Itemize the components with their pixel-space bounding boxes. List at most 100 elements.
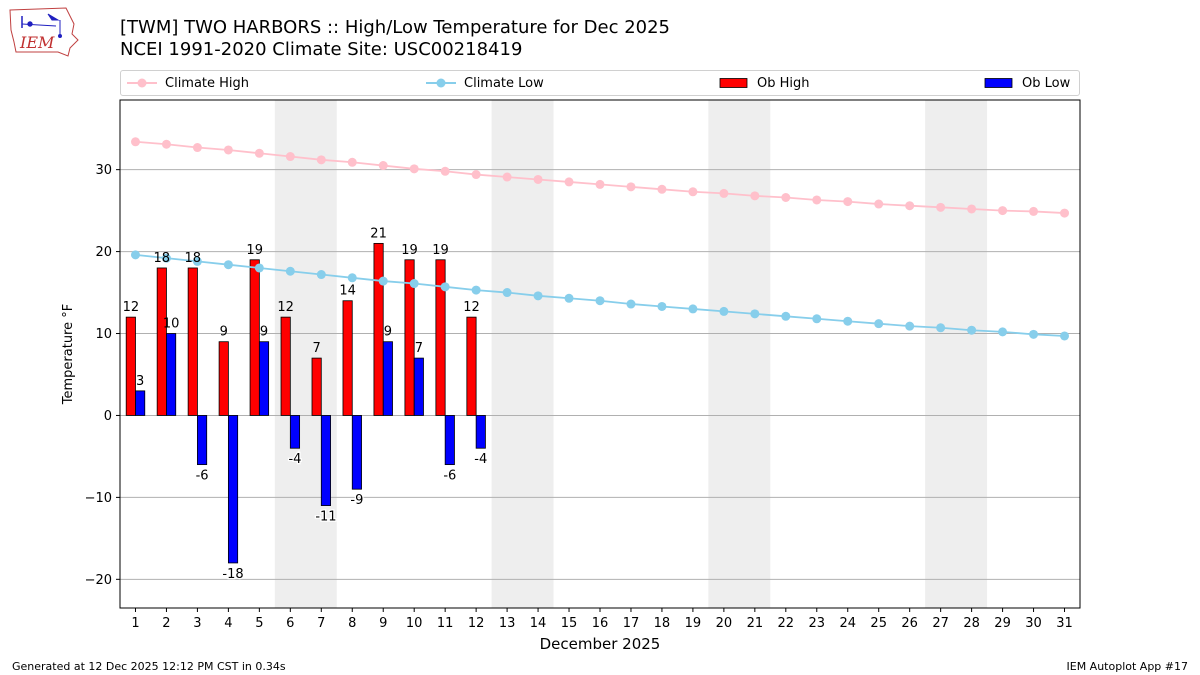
ytick-label: 30	[95, 163, 112, 178]
climate-high-point	[285, 152, 295, 162]
chart-subtitle: NCEI 1991-2020 Climate Site: USC00218419	[120, 39, 523, 60]
xtick-label: 18	[654, 616, 671, 631]
xtick-label: 22	[778, 616, 795, 631]
climate-low-point	[192, 256, 202, 266]
climate-high-point	[254, 148, 264, 158]
legend-label-ob-low: Ob Low	[1022, 75, 1071, 91]
data-label-ob-low: -4	[288, 452, 301, 467]
bar-ob-high	[280, 316, 291, 416]
climate-high-point	[192, 143, 202, 153]
xtick-label: 6	[286, 616, 294, 631]
climate-low-point	[967, 325, 977, 335]
climate-high-point	[1060, 208, 1070, 218]
xtick-label: 23	[809, 616, 826, 631]
climate-low-point	[843, 316, 853, 326]
ytick-label: −20	[85, 573, 112, 588]
xtick-label: 10	[406, 616, 423, 631]
legend-label-climate-low: Climate Low	[464, 75, 544, 91]
climate-low-point	[564, 293, 574, 303]
xtick-label: 25	[870, 616, 887, 631]
bar-ob-low	[320, 415, 331, 506]
climate-low-point	[781, 311, 791, 321]
legend-item-ob-low: Ob Low	[984, 71, 1070, 95]
bar-ob-high	[404, 259, 415, 416]
climate-high-point	[440, 166, 450, 176]
data-label-ob-high: 21	[370, 226, 387, 241]
data-label-ob-high: 18	[154, 251, 171, 266]
climate-high-point	[316, 155, 326, 165]
xtick-label: 24	[839, 616, 856, 631]
data-label-ob-low: -9	[350, 493, 363, 508]
ob-high-swatch	[719, 78, 748, 88]
ob-low-swatch	[984, 78, 1013, 88]
climate-low-point	[223, 260, 233, 270]
bar-ob-low	[444, 415, 455, 466]
ytick-label: −10	[85, 491, 112, 506]
climate-low-point	[161, 253, 171, 263]
xtick-label: 4	[224, 616, 232, 631]
data-label-ob-high: 14	[339, 284, 356, 299]
climate-high-point	[688, 187, 698, 197]
climate-high-point	[781, 193, 791, 203]
climate-high-point	[936, 202, 946, 212]
climate-low-point	[347, 273, 357, 283]
climate-low-point	[1029, 329, 1039, 339]
climate-high-point	[564, 177, 574, 187]
climate-high-point	[874, 199, 884, 209]
climate-low-point	[254, 263, 264, 273]
climate-high-point	[161, 139, 171, 149]
xtick-label: 5	[255, 616, 263, 631]
climate-low-point	[440, 282, 450, 292]
iem-logo: IEM	[9, 7, 79, 57]
ytick-label: 0	[104, 409, 112, 424]
climate-high-point	[967, 204, 977, 214]
ytick-label: 10	[95, 327, 112, 342]
data-label-ob-low: -18	[222, 567, 243, 582]
climate-high-point	[998, 206, 1008, 216]
iowa-state-outline	[9, 7, 79, 57]
climate-high-point	[719, 188, 729, 198]
xtick-label: 31	[1056, 616, 1073, 631]
climate-high-point	[347, 157, 357, 167]
climate-low-point	[626, 299, 636, 309]
xtick-label: 8	[348, 616, 356, 631]
app-note: IEM Autoplot App #17	[1066, 660, 1189, 673]
chart-title: [TWM] TWO HARBORS :: High/Low Temperatur…	[120, 17, 671, 38]
bar-ob-high	[187, 267, 198, 416]
bar-ob-low	[197, 415, 208, 466]
xtick-label: 15	[561, 616, 578, 631]
xtick-label: 3	[193, 616, 201, 631]
climate-high-point	[750, 191, 760, 201]
data-label-ob-high: 19	[432, 243, 449, 258]
bar-ob-low	[289, 415, 301, 449]
xtick-label: 20	[716, 616, 733, 631]
legend-label-ob-high: Ob High	[757, 75, 810, 91]
climate-high-point	[533, 174, 543, 184]
xtick-label: 14	[530, 616, 547, 631]
climate-high-point	[223, 145, 233, 155]
bar-ob-high	[156, 267, 167, 416]
xtick-label: 17	[623, 616, 640, 631]
climate-low-point	[905, 321, 915, 331]
xtick-label: 26	[901, 616, 918, 631]
logo-text: IEM	[19, 33, 55, 52]
data-label-ob-low: 3	[136, 374, 144, 389]
bar-ob-low	[475, 415, 486, 449]
ytick-label: 20	[95, 245, 112, 260]
chart-legend: Climate High Climate Low Ob High Ob Low	[120, 70, 1080, 96]
xtick-label: 16	[592, 616, 609, 631]
data-label-ob-low: 7	[415, 341, 423, 356]
xtick-label: 9	[379, 616, 387, 631]
climate-high-point	[905, 201, 915, 211]
climate-low-point	[502, 288, 512, 298]
weekend-shade-27-28	[925, 100, 988, 608]
climate-high-point	[843, 197, 853, 207]
bar-ob-low	[351, 415, 362, 490]
climate-low-point	[533, 291, 543, 301]
bar-ob-high	[311, 357, 322, 416]
climate-low-point	[719, 306, 729, 316]
climate-high-point	[812, 195, 822, 205]
climate-low-point	[657, 301, 667, 311]
bar-ob-low	[135, 390, 146, 416]
bar-ob-low	[413, 357, 424, 416]
